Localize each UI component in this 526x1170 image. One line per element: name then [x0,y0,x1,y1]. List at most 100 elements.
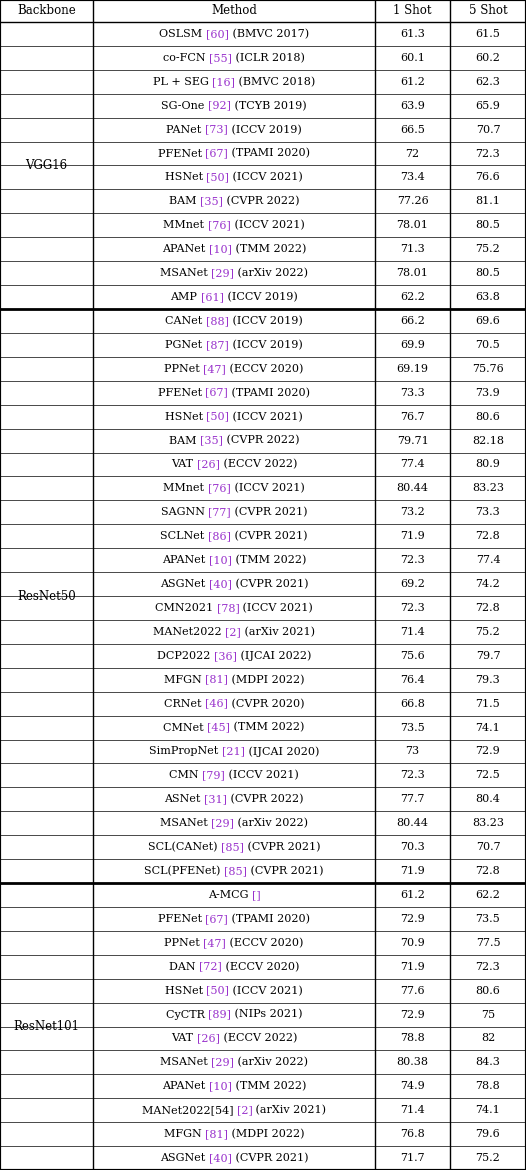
Text: 5 Shot: 5 Shot [469,5,507,18]
Text: [29]: [29] [211,1058,234,1067]
Text: [50]: [50] [206,172,229,183]
Text: (TPAMI 2020): (TPAMI 2020) [228,914,310,924]
Text: 71.9: 71.9 [400,531,425,542]
Text: 80.6: 80.6 [476,412,500,421]
Text: (ICCV 2021): (ICCV 2021) [231,483,305,494]
Text: BAM: BAM [169,435,200,446]
Text: MMnet: MMnet [164,220,208,230]
Text: APANet: APANet [162,245,209,254]
Text: (CVPR 2021): (CVPR 2021) [231,1152,308,1163]
Text: [40]: [40] [209,1154,231,1163]
Text: MSANet: MSANet [160,268,211,278]
Text: 60.1: 60.1 [400,53,425,63]
Text: (BMVC 2018): (BMVC 2018) [235,77,315,87]
Text: [81]: [81] [205,675,228,684]
Text: PANet: PANet [166,125,205,135]
Text: MSANet: MSANet [160,818,211,828]
Text: ASGNet: ASGNet [160,1154,209,1163]
Text: (CVPR 2021): (CVPR 2021) [231,507,307,517]
Text: [45]: [45] [207,723,230,732]
Text: 65.9: 65.9 [476,101,500,111]
Text: [67]: [67] [205,387,228,398]
Text: CMNet: CMNet [163,723,207,732]
Text: (TMM 2022): (TMM 2022) [231,245,306,254]
Text: (BMVC 2017): (BMVC 2017) [229,29,309,39]
Text: (arXiv 2022): (arXiv 2022) [234,1058,308,1067]
Text: APANet: APANet [162,1081,209,1092]
Text: (ECCV 2020): (ECCV 2020) [222,962,299,972]
Text: 77.7: 77.7 [400,794,425,804]
Text: MANet2022[54]: MANet2022[54] [141,1106,237,1115]
Text: [77]: [77] [208,508,231,517]
Text: CRNet: CRNet [164,698,205,709]
Text: [89]: [89] [208,1010,231,1019]
Text: [67]: [67] [205,149,228,159]
Text: [85]: [85] [224,866,247,876]
Text: 83.23: 83.23 [472,818,504,828]
Text: 72.3: 72.3 [400,770,425,780]
Text: 72.8: 72.8 [476,531,500,542]
Text: 61.3: 61.3 [400,29,425,39]
Text: 61.2: 61.2 [400,77,425,87]
Text: CyCTR: CyCTR [166,1010,208,1019]
Text: (ICCV 2019): (ICCV 2019) [224,291,298,302]
Text: 77.26: 77.26 [397,197,428,206]
Text: MSANet: MSANet [160,1058,211,1067]
Text: [60]: [60] [206,29,229,39]
Text: Backbone: Backbone [17,5,76,18]
Text: [35]: [35] [200,197,222,206]
Text: [2]: [2] [225,627,241,636]
Text: (arXiv 2022): (arXiv 2022) [234,818,308,828]
Text: PFENet: PFENet [158,387,205,398]
Text: 75.2: 75.2 [476,245,500,254]
Text: HSNet: HSNet [165,412,206,421]
Text: SCLNet: SCLNet [160,531,208,542]
Text: PL + SEG: PL + SEG [153,77,212,87]
Text: 80.9: 80.9 [476,460,500,469]
Text: 69.6: 69.6 [476,316,500,326]
Text: [47]: [47] [204,938,226,948]
Text: 66.2: 66.2 [400,316,425,326]
Text: 71.3: 71.3 [400,245,425,254]
Text: (ECCV 2022): (ECCV 2022) [219,460,297,469]
Text: 61.5: 61.5 [476,29,500,39]
Text: [87]: [87] [206,339,229,350]
Text: 79.71: 79.71 [397,435,428,446]
Text: 73.3: 73.3 [400,387,425,398]
Text: (CVPR 2021): (CVPR 2021) [231,531,308,542]
Text: (TCYB 2019): (TCYB 2019) [231,101,307,111]
Text: 73.9: 73.9 [476,387,500,398]
Text: [40]: [40] [209,579,231,589]
Text: 78.8: 78.8 [476,1081,500,1092]
Text: 62.2: 62.2 [476,890,500,900]
Text: [81]: [81] [205,1129,228,1140]
Text: [72]: [72] [199,962,222,972]
Text: [31]: [31] [204,794,227,804]
Text: [2]: [2] [237,1106,252,1115]
Text: 80.5: 80.5 [476,268,500,278]
Text: 73.2: 73.2 [400,508,425,517]
Text: (MDPI 2022): (MDPI 2022) [228,1129,305,1140]
Text: 76.4: 76.4 [400,675,425,684]
Text: 73: 73 [406,746,420,757]
Text: DAN: DAN [169,962,199,972]
Text: 77.5: 77.5 [476,938,500,948]
Text: 79.6: 79.6 [476,1129,500,1140]
Text: 70.7: 70.7 [476,842,500,852]
Text: (ICCV 2021): (ICCV 2021) [231,220,305,230]
Text: [50]: [50] [206,985,229,996]
Text: 77.6: 77.6 [400,985,425,996]
Text: Method: Method [211,5,257,18]
Text: (arXiv 2021): (arXiv 2021) [241,627,315,636]
Text: BAM: BAM [169,197,200,206]
Text: 69.2: 69.2 [400,579,425,589]
Text: [50]: [50] [206,412,229,421]
Text: [92]: [92] [208,101,231,111]
Text: 74.1: 74.1 [476,1106,500,1115]
Text: 71.7: 71.7 [400,1154,425,1163]
Text: 72.3: 72.3 [476,962,500,972]
Text: MFGN: MFGN [164,675,205,684]
Text: HSNet: HSNet [165,985,206,996]
Text: (NIPs 2021): (NIPs 2021) [231,1010,302,1020]
Text: MMnet: MMnet [164,483,208,494]
